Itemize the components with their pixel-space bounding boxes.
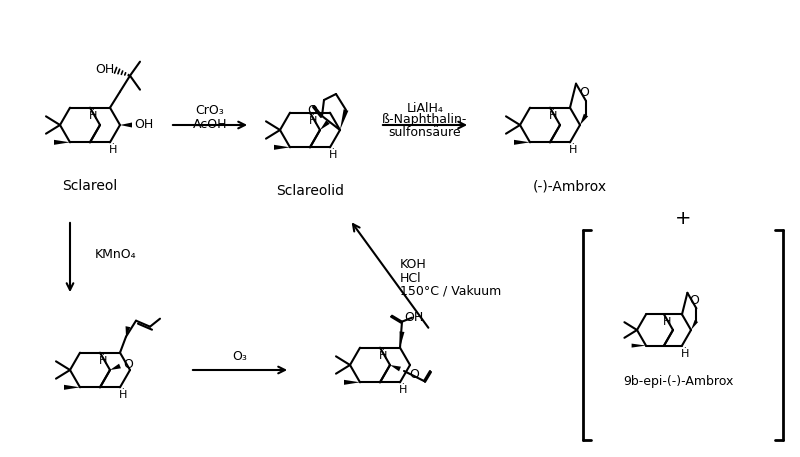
Polygon shape bbox=[274, 145, 290, 150]
Text: Ḣ: Ḣ bbox=[549, 111, 557, 121]
Text: KOH: KOH bbox=[400, 259, 426, 271]
Text: LiAlH₄: LiAlH₄ bbox=[406, 101, 443, 115]
Text: Ḣ: Ḣ bbox=[379, 351, 387, 361]
Text: KMnO₄: KMnO₄ bbox=[95, 249, 137, 261]
Text: Ḣ: Ḣ bbox=[329, 150, 337, 160]
Text: OH: OH bbox=[94, 63, 114, 76]
Text: Ḣ: Ḣ bbox=[99, 356, 107, 366]
Text: +: + bbox=[674, 208, 691, 228]
Polygon shape bbox=[320, 120, 330, 130]
Text: Sclareol: Sclareol bbox=[62, 179, 118, 193]
Text: OH: OH bbox=[134, 118, 154, 132]
Text: H: H bbox=[663, 318, 671, 327]
Text: Ḣ: Ḣ bbox=[681, 349, 689, 359]
Text: Ḣ: Ḣ bbox=[89, 111, 97, 121]
Text: O: O bbox=[409, 368, 419, 382]
Polygon shape bbox=[344, 380, 360, 385]
Text: O₃: O₃ bbox=[233, 351, 247, 363]
Polygon shape bbox=[110, 364, 121, 370]
Polygon shape bbox=[580, 114, 588, 125]
Text: sulfonsäure: sulfonsäure bbox=[389, 127, 462, 139]
Text: Ḣ: Ḣ bbox=[119, 390, 127, 400]
Text: 150°C / Vakuum: 150°C / Vakuum bbox=[400, 285, 502, 298]
Text: Ḣ: Ḣ bbox=[569, 145, 577, 155]
Polygon shape bbox=[340, 109, 348, 130]
Text: O: O bbox=[307, 103, 317, 117]
Text: O: O bbox=[690, 294, 699, 307]
Polygon shape bbox=[632, 344, 646, 348]
Text: O: O bbox=[123, 357, 133, 371]
Polygon shape bbox=[64, 385, 80, 390]
Polygon shape bbox=[126, 326, 130, 337]
Text: O: O bbox=[579, 86, 589, 99]
Polygon shape bbox=[514, 140, 530, 145]
Polygon shape bbox=[390, 365, 401, 372]
Text: Ḣ: Ḣ bbox=[399, 385, 407, 395]
Text: HCl: HCl bbox=[400, 271, 422, 285]
Text: CrO₃: CrO₃ bbox=[196, 103, 224, 117]
Text: ß-Naphthalin-: ß-Naphthalin- bbox=[382, 113, 468, 127]
Polygon shape bbox=[54, 140, 70, 145]
Polygon shape bbox=[399, 331, 405, 348]
Text: Sclareolid: Sclareolid bbox=[276, 184, 344, 198]
Text: AcOH: AcOH bbox=[193, 118, 227, 132]
Polygon shape bbox=[120, 122, 132, 128]
Text: Ḣ: Ḣ bbox=[109, 145, 117, 155]
Text: OH: OH bbox=[404, 311, 424, 324]
Polygon shape bbox=[691, 320, 698, 330]
Text: 9b-epi-(-)-Ambrox: 9b-epi-(-)-Ambrox bbox=[623, 375, 733, 388]
Text: Ḣ: Ḣ bbox=[309, 116, 317, 126]
Text: (-)-Ambrox: (-)-Ambrox bbox=[533, 179, 607, 193]
